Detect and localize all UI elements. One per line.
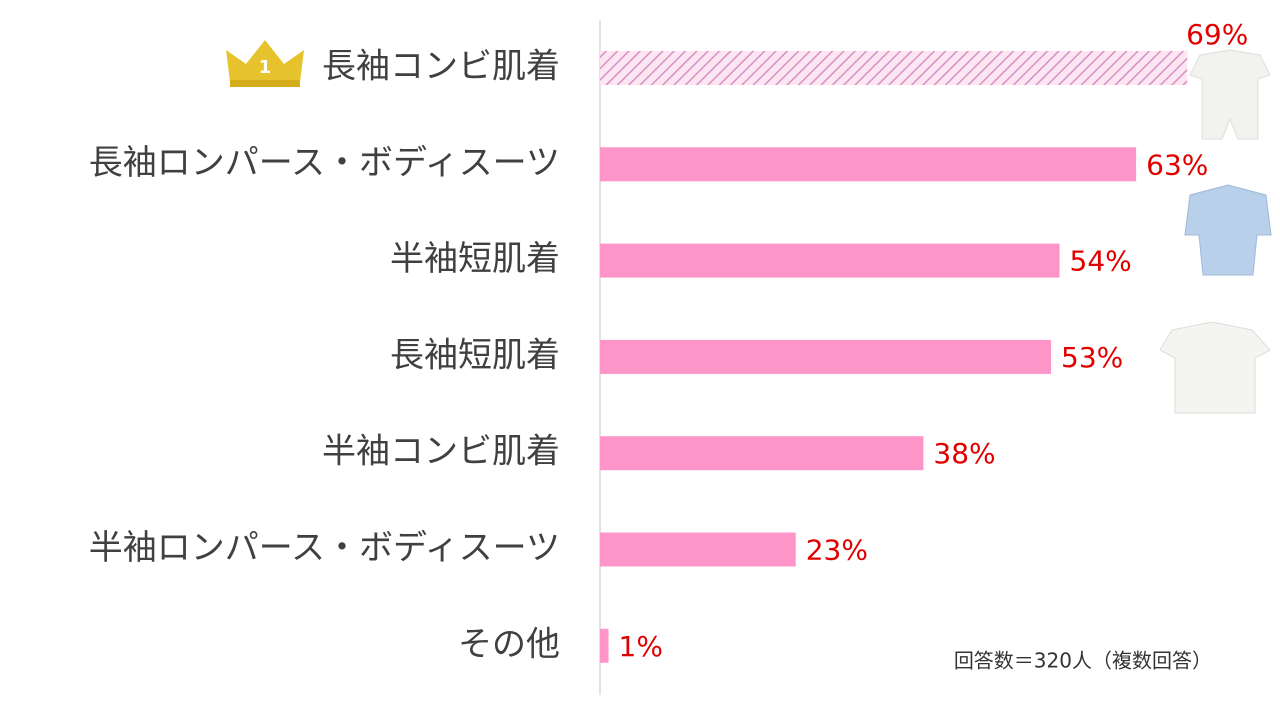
value-label: 54% <box>1070 245 1132 278</box>
badge-label: 1 <box>259 57 272 78</box>
category-label: その他 <box>458 624 560 664</box>
bar <box>600 339 1052 374</box>
bar <box>600 436 924 471</box>
category-label: 半袖短肌着 <box>390 239 560 279</box>
crown: 1 <box>226 40 304 87</box>
bar <box>600 532 796 567</box>
value-label: 53% <box>1061 341 1123 374</box>
category-label: 長袖コンビ肌着 <box>322 47 560 87</box>
category-label: 長袖ロンパース・ボディスーツ <box>89 143 560 183</box>
value-label: 63% <box>1146 148 1208 181</box>
value-label: 23% <box>806 534 868 567</box>
bar <box>600 628 609 663</box>
bar <box>600 51 1188 85</box>
bar <box>600 243 1060 278</box>
value-label: 1% <box>619 630 663 663</box>
bar <box>600 147 1137 182</box>
annotation: 回答数＝320人（複数回答） <box>954 649 1212 673</box>
value-label: 69% <box>1186 18 1248 51</box>
category-label: 半袖ロンパース・ボディスーツ <box>89 528 560 568</box>
value-label: 38% <box>933 437 995 470</box>
category-label: 長袖短肌着 <box>390 335 560 375</box>
category-label: 半袖コンビ肌着 <box>322 432 560 472</box>
product-images <box>1159 49 1272 414</box>
